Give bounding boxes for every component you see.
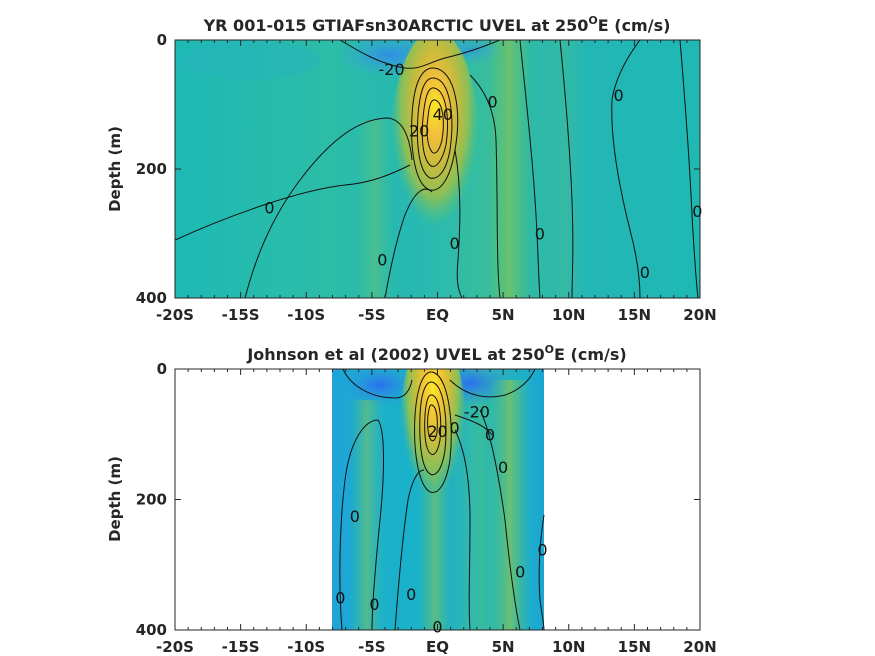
x-tick-label: -5S <box>358 638 385 656</box>
y-tick-label: 400 <box>136 621 167 639</box>
x-tick-label: 5N <box>492 638 515 656</box>
panel-2-title: Johnson et al (2002) UVEL at 250OE (cm/s… <box>246 343 626 364</box>
contour-label: 0 <box>485 425 495 444</box>
x-tick-label: -5S <box>358 306 385 324</box>
x-tick-label: EQ <box>426 638 449 656</box>
y-tick-label: 200 <box>136 160 167 178</box>
contour-label: 0 <box>350 507 360 526</box>
x-tick-label: -15S <box>222 638 260 656</box>
contour-label: 0 <box>537 541 547 560</box>
contour-label: 0 <box>264 199 274 218</box>
contour-label: 0 <box>614 86 624 105</box>
contour-label: 0 <box>535 225 545 244</box>
panel-1-field <box>175 40 700 298</box>
contour-label: 0 <box>369 595 379 614</box>
contour-label: 0 <box>377 250 387 269</box>
contour-label: 0 <box>498 458 508 477</box>
contour-label: 20 <box>427 422 447 441</box>
contour-label: 0 <box>515 562 525 581</box>
x-tick-label: -20S <box>156 638 194 656</box>
contour-label: 0 <box>488 92 498 111</box>
contour-label: -20 <box>378 60 404 79</box>
panel-2-ylabel: Depth (m) <box>106 456 124 542</box>
x-tick-label: -15S <box>222 306 260 324</box>
y-tick-label: 0 <box>157 360 167 378</box>
x-tick-label: EQ <box>426 306 449 324</box>
y-tick-label: 0 <box>157 31 167 49</box>
x-tick-label: -20S <box>156 306 194 324</box>
contour-label: -20 <box>464 402 490 421</box>
x-tick-label: -10S <box>287 306 325 324</box>
x-tick-label: -10S <box>287 638 325 656</box>
y-tick-label: 200 <box>136 491 167 509</box>
x-tick-label: 15N <box>618 638 651 656</box>
contour-label: 0 <box>449 419 459 438</box>
contour-label: 0 <box>406 585 416 604</box>
panel-1-contours <box>175 40 699 298</box>
contour-label: 0 <box>692 202 702 221</box>
x-tick-label: 20N <box>683 306 716 324</box>
contour-label: 40 <box>433 105 453 124</box>
panel-1-title: YR 001-015 GTIAFsn30ARCTIC UVEL at 250OE… <box>203 14 671 35</box>
x-tick-label: 20N <box>683 638 716 656</box>
panel-2-contours <box>339 369 545 630</box>
x-tick-label: 10N <box>552 638 585 656</box>
y-tick-label: 400 <box>136 289 167 307</box>
x-tick-label: 10N <box>552 306 585 324</box>
x-tick-label: 5N <box>492 306 515 324</box>
contour-label: 20 <box>409 121 429 140</box>
contour-label: 0 <box>449 234 459 253</box>
contour-label: 0 <box>335 588 345 607</box>
x-tick-label: 15N <box>618 306 651 324</box>
panel-1-ylabel: Depth (m) <box>106 126 124 212</box>
contour-label: 0 <box>640 263 650 282</box>
